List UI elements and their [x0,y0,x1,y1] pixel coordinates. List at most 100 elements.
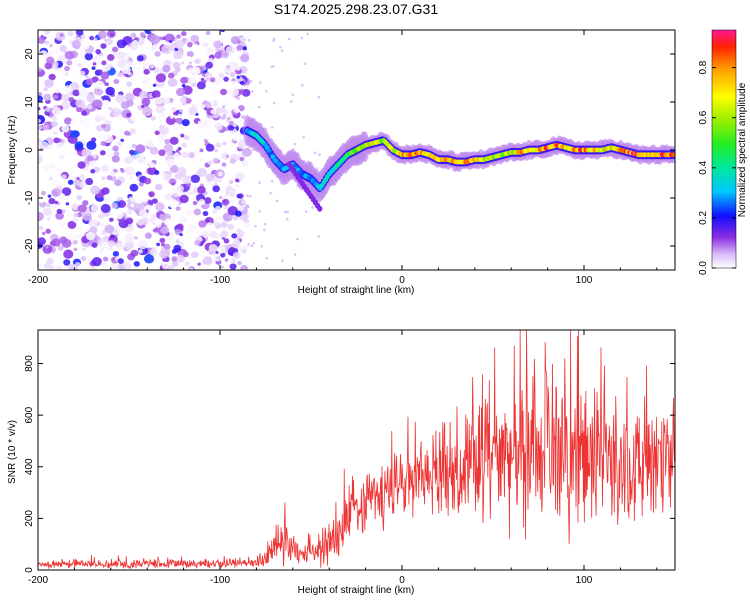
spectrogram-noise-cell [220,30,225,33]
spectrogram-noise-cell [244,84,250,89]
colorbar-scale [711,29,737,269]
spectrogram-noise-cell [210,109,216,115]
spectrogram-noise-cell [191,251,199,259]
spectrogram-noise-cell [166,149,174,156]
spectrogram-noise-cell [38,153,44,163]
spectrogram-noise-cell [100,71,110,80]
spectrogram-noise-cell [205,143,215,152]
spectrogram-noise-cell [147,166,157,176]
spectrogram-noise-cell [66,60,73,66]
spectrogram-noise-cell [71,203,80,211]
spectrogram-noise-cell [103,197,109,202]
spectrogram-noise-cell [213,221,218,226]
spectrogram-noise-cell [111,155,120,163]
spectrogram-noise-cell [174,47,179,52]
spectrogram-noise-cell [205,76,211,81]
spectrogram-noise-cell [73,247,78,252]
spectrogram-noise-cell [223,205,228,210]
spectrogram-noise-cell [170,188,181,198]
spectrogram-noise-cell [75,98,86,108]
spectrogram-noise-cell [38,138,42,144]
spectrogram-noise-cell [214,232,222,239]
spectrogram-noise-cell [41,30,51,37]
spectrogram-noise-cell [45,245,49,249]
spectrogram-noise-cell [117,141,122,147]
spectrogram-noise-cell [142,61,149,67]
spectrogram-noise-cell [54,88,60,94]
snr-x-tick-label: -200 [28,575,48,586]
spectrogram-noise-cell [194,58,202,65]
spectrogram-faint-cell [259,81,262,84]
spectrogram-noise-cell [235,96,241,101]
spectrogram-noise-cell [152,228,158,233]
spectrogram-noise-cell [130,203,135,208]
spectrogram-noise-cell [181,119,190,127]
spectrogram-noise-cell [124,241,135,250]
spectrogram-y-axis-label: Frequency (Hz) [7,116,18,185]
spectrogram-y-tick-label: -10 [24,190,35,205]
spectrogram-noise-cell [176,34,181,39]
spectrogram-faint-cell [281,259,284,262]
spectrogram-noise-cell [181,83,186,88]
spectrogram-noise-cell [110,263,119,270]
spectrogram-noise-cell [86,155,94,162]
spectrogram-noise-cell [47,194,52,198]
spectrogram-noise-cell [143,254,155,264]
spectrogram-noise-cell [134,96,139,101]
spectrogram-noise-cell [50,178,61,188]
spectrogram-noise-cell [41,190,46,196]
spectrogram-noise-cell [91,257,102,267]
spectrogram-x-ticks: -200 -100 0 100 [28,30,658,286]
spectrogram-faint-cell [287,37,291,41]
spectrogram-noise-cell [167,72,175,79]
spectrogram-noise-cell [203,100,208,105]
spectrogram-noise-cell [52,130,58,136]
spectrogram-noise-cell [181,142,188,148]
spectrogram-noise-cell [89,35,95,41]
spectrogram-noise-cell [94,80,105,90]
spectrogram-noise-cell [80,255,87,262]
spectrogram-noise-cell [42,124,50,131]
spectrogram-faint-cell [265,89,268,93]
spectrogram-noise-cell [72,217,79,223]
spectrogram-noise-cell [141,159,147,165]
spectrogram-faint-cell [293,142,297,146]
spectrogram-noise-cell [61,124,70,133]
spectrogram-noise-cell [93,251,100,257]
spectrogram-noise-cell [154,130,160,136]
snr-y-ticks: 0 200 400 600 800 [24,355,675,573]
spectrogram-noise-cell [217,171,224,177]
spectrogram-noise-cell [38,263,42,269]
snr-frame [37,329,676,571]
spectrogram-noise-cell [202,211,209,217]
spectrogram-faint-cell [306,32,309,36]
spectrogram-noise-cell [182,175,192,184]
spectrogram-noise-cell [92,99,103,109]
spectrogram-noise-cell [195,125,200,129]
spectrogram-noise-cell [118,267,123,270]
spectrogram-noise-cell [220,265,224,269]
spectrogram-noise-cell [44,40,50,45]
spectrogram-noise-cell [160,113,166,118]
spectrogram-noise-cell [152,221,156,225]
spectrogram-noise-cell [54,200,59,205]
spectrogram-noise-cell [221,98,227,104]
spectrogram-noise-cell [223,238,230,244]
spectrogram-noise-cell [139,136,150,146]
snr-x-tick-label: 100 [576,575,593,586]
spectrogram-noise-cell [228,179,234,185]
spectrogram-noise-cell [88,162,93,166]
spectrogram-noise-cell [151,198,158,204]
spectrogram-noise-cell [161,242,166,247]
spectrogram-noise-cell [59,236,68,244]
spectrogram-noise-cell [169,136,179,145]
spectrogram-noise-cell [150,30,154,33]
spectrogram-noise-cell [103,134,114,144]
spectrogram-noise-cell [64,85,73,93]
spectrogram-noise-cell [118,114,123,119]
spectrogram-noise-cell [39,141,49,150]
spectrogram-noise-cell [116,51,126,60]
spectrogram-noise-cell [186,50,194,58]
spectrogram-noise-cell [171,182,176,186]
